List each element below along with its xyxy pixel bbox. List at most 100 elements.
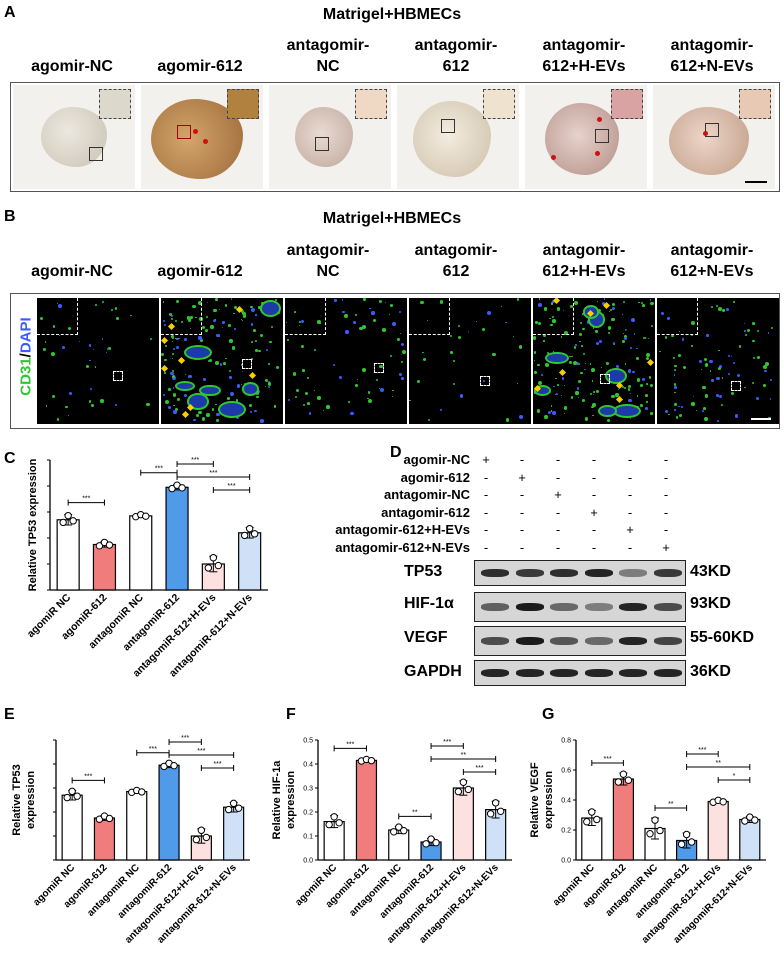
bar-0 xyxy=(61,794,83,861)
blot-band xyxy=(550,637,578,645)
treatment-mark: - xyxy=(663,452,669,467)
significance-label: *** xyxy=(191,457,199,464)
treatment-mark: - xyxy=(519,452,525,467)
blot-name-3: GAPDH xyxy=(404,663,462,680)
matrigel-photo-strip xyxy=(10,82,780,192)
fluorescence-panel-5 xyxy=(657,298,779,424)
blot-band xyxy=(584,669,613,677)
data-point xyxy=(142,512,150,520)
blot-strip-1 xyxy=(474,592,686,622)
data-point xyxy=(583,818,591,826)
treatment-label-0: agomir-NC xyxy=(403,452,470,467)
significance-label: ** xyxy=(461,752,467,759)
data-point xyxy=(624,776,633,784)
data-point xyxy=(73,792,81,800)
treatment-mark: - xyxy=(483,487,489,502)
panel_b-column-label-5: antagomir- 612+N-EVs xyxy=(650,240,774,282)
data-point xyxy=(170,761,178,770)
fluorescence-panel-3 xyxy=(409,298,531,424)
data-point xyxy=(224,805,233,814)
bar-1 xyxy=(92,543,117,591)
column-label-line1: antagomir- xyxy=(414,242,498,259)
blot-band xyxy=(515,603,544,611)
column-label-line2: agomir-612 xyxy=(157,58,243,75)
significance-label: *** xyxy=(698,747,706,754)
panel_a-column-label-0: agomir-NC xyxy=(10,35,134,77)
chart-f-hif1a: Relative HIF-1a expression 0.0 0.1 0.2 0.3 0.4… xyxy=(271,738,512,946)
panel_a-column-label-1: agomir-612 xyxy=(138,35,262,77)
blot-band xyxy=(653,669,682,677)
y-tick-label: 0.5 xyxy=(303,738,313,745)
treatment-mark: + xyxy=(554,487,562,502)
data-point xyxy=(68,787,76,796)
treatment-mark: - xyxy=(627,539,633,555)
data-point xyxy=(330,813,338,821)
y-axis-label: expression xyxy=(543,771,555,829)
blot-band xyxy=(515,637,544,645)
blot-band xyxy=(584,603,613,611)
significance-label: ** xyxy=(668,801,674,808)
panel-letter-b: B xyxy=(4,208,16,225)
panel_b-column-label-1: agomir-612 xyxy=(138,240,262,282)
data-point xyxy=(719,798,727,806)
significance-label: *** xyxy=(227,483,235,490)
fluorescence-panel-2 xyxy=(285,298,407,424)
significance-label: *** xyxy=(213,761,221,768)
column-label-line2: NC xyxy=(316,263,340,280)
data-point xyxy=(105,541,114,549)
blot-band xyxy=(619,569,647,577)
treatment-mark: - xyxy=(591,522,597,537)
significance-label: ** xyxy=(715,760,721,767)
treatment-label-4: antagomir-612+H-EVs xyxy=(335,522,470,537)
y-tick-label: 0.0 xyxy=(561,858,571,865)
data-point xyxy=(168,484,176,493)
blot-name-0: TP53 xyxy=(404,563,443,580)
data-point xyxy=(138,788,146,796)
column-label-line1: antagomir- xyxy=(286,37,370,54)
blot-name-1: HIF-1α xyxy=(404,595,454,612)
data-point xyxy=(656,826,664,835)
bar-4 xyxy=(452,787,474,861)
bar-4 xyxy=(707,800,729,861)
blot-name-2: VEGF xyxy=(404,629,448,646)
y-axis-label: expression xyxy=(25,771,37,829)
treatment-mark: - xyxy=(627,452,633,467)
panel_a-column-label-2: antagomir- NC xyxy=(266,35,390,77)
blot-strip-3 xyxy=(474,660,686,686)
y-tick-label: 0.6 xyxy=(561,768,571,775)
blot-band xyxy=(619,637,647,645)
blot-kd-0: 43KD xyxy=(690,563,731,580)
column-label-line1: antagomir- xyxy=(542,242,626,259)
cd31-stain-label: CD31 xyxy=(17,357,35,396)
blot-band xyxy=(653,637,682,645)
treatment-mark: - xyxy=(663,487,669,502)
data-point xyxy=(395,823,403,831)
data-point xyxy=(687,838,696,846)
data-point xyxy=(390,828,398,836)
data-point xyxy=(240,531,249,540)
panel_b-column-label-3: antagomir- 612 xyxy=(394,240,518,282)
column-label-line1 xyxy=(138,240,262,261)
blot-band xyxy=(515,569,544,577)
significance-label: ** xyxy=(412,809,418,816)
blot-band xyxy=(584,637,613,645)
treatment-mark: - xyxy=(555,504,561,520)
data-point xyxy=(202,833,211,842)
blot-band xyxy=(515,669,544,677)
data-point xyxy=(69,517,77,525)
treatment-mark: - xyxy=(555,522,561,537)
treatment-mark: - xyxy=(555,539,561,555)
column-label-line1 xyxy=(10,240,134,261)
treatment-mark: - xyxy=(591,452,597,467)
data-point xyxy=(593,815,601,824)
column-label-line2: 612+H-EVs xyxy=(542,263,626,280)
data-point xyxy=(614,778,623,786)
treatment-mark: + xyxy=(662,539,670,555)
cd31-fluorescence-strip: CD31/DAPI xyxy=(10,293,780,429)
y-tick-label: 0.2 xyxy=(561,828,571,835)
treatment-label-3: antagomir-612 xyxy=(381,504,470,520)
data-point xyxy=(335,819,343,827)
column-label-line2: NC xyxy=(316,58,340,75)
y-tick-label: 0.3 xyxy=(303,786,313,793)
